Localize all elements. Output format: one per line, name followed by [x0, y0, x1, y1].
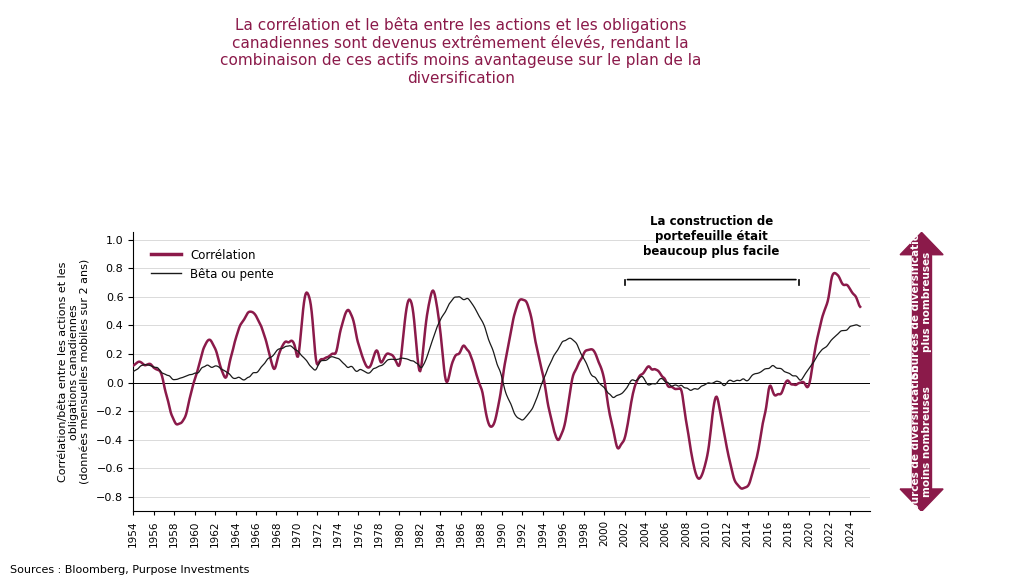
- Text: Sources de diversification
plus nombreuses: Sources de diversification plus nombreus…: [910, 225, 933, 379]
- Y-axis label: Corrélation/bêta entre les actions et les
obligations canadiennes
(données mensu: Corrélation/bêta entre les actions et le…: [57, 259, 91, 485]
- Text: La construction de
portefeuille était
beaucoup plus facile: La construction de portefeuille était be…: [643, 215, 780, 258]
- Legend: Corrélation, Bêta ou pente: Corrélation, Bêta ou pente: [146, 244, 279, 285]
- Bar: [912, 254, 931, 489]
- Polygon shape: [900, 489, 943, 511]
- Text: La corrélation et le bêta entre les actions et les obligations
canadiennes sont : La corrélation et le bêta entre les acti…: [220, 17, 701, 85]
- Polygon shape: [900, 232, 943, 254]
- Text: Sources de diversification
moins nombreuses: Sources de diversification moins nombreu…: [910, 365, 933, 518]
- Text: Sources : Bloomberg, Purpose Investments: Sources : Bloomberg, Purpose Investments: [10, 565, 250, 575]
